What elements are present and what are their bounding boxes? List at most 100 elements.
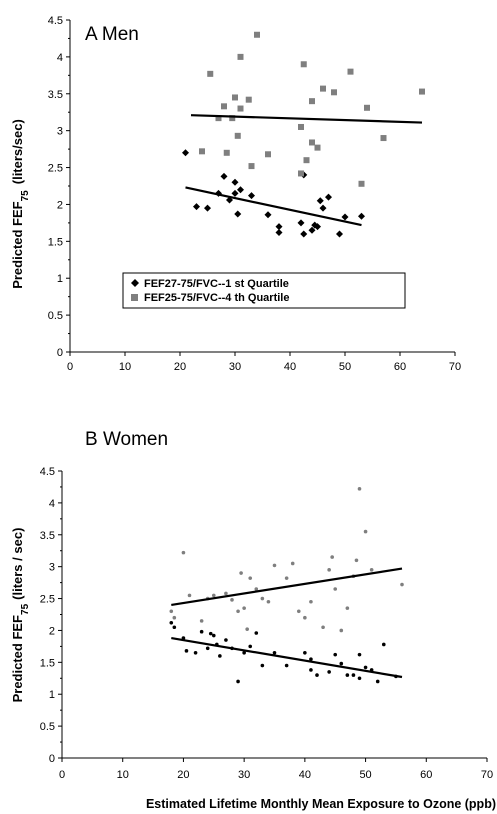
panel-a-point-series-2 xyxy=(320,85,326,92)
panel-a-point-series-1 xyxy=(182,149,189,157)
panel-a-trend-line-series-2 xyxy=(190,114,423,124)
panel-a-y-tick-label: 4 xyxy=(57,52,63,64)
panel-b-point-series-1 xyxy=(309,657,313,661)
panel-b-point-series-2 xyxy=(321,625,325,630)
panel-a-point-series-2 xyxy=(347,68,354,75)
panel-b-point-series-1 xyxy=(327,670,331,674)
panel-b-x-axis-label: Estimated Lifetime Monthly Mean Exposure… xyxy=(146,797,496,811)
panel-b-point-series-2 xyxy=(309,599,313,604)
panel-a-point-series-1 xyxy=(275,228,283,236)
panel-b-point-series-2 xyxy=(211,593,216,598)
panel-b-point-series-1 xyxy=(211,633,216,638)
panel-b-y-tick-label: 4.5 xyxy=(40,466,55,478)
panel-b-point-series-1 xyxy=(260,663,265,668)
panel-b-point-series-1 xyxy=(236,679,240,684)
panel-a-point-series-1 xyxy=(248,192,255,200)
panel-a-x-tick-label: 60 xyxy=(394,361,406,373)
panel-a-point-series-1 xyxy=(220,172,228,180)
panel-a-point-series-2 xyxy=(229,115,236,122)
panel-b-plot-area: 0 0.5 1 1.5 2 2.5 3 3.5 4 4.5 0 10 20 30 40 50 60 70 xyxy=(40,466,493,781)
panel-a-y-tick-label: 4.5 xyxy=(48,15,63,27)
panel-a-point-series-1 xyxy=(341,213,349,221)
panel-a-point-series-1 xyxy=(316,197,324,205)
panel-a-x-tick-label: 10 xyxy=(119,361,131,373)
panel-b-point-series-1 xyxy=(208,631,213,636)
panel-b-point-series-1 xyxy=(172,625,177,630)
panel-b-x-tick-label: 40 xyxy=(299,769,311,781)
panel-a-x-tick-label: 20 xyxy=(174,361,186,373)
panel-b-point-series-2 xyxy=(224,591,228,596)
panel-a-point-series-1 xyxy=(237,186,244,194)
panel-b-point-series-1 xyxy=(363,665,368,670)
panel-b-y-tick-label: 4 xyxy=(49,498,55,510)
panel-b-point-series-1 xyxy=(193,650,198,655)
panel-a-point-series-2 xyxy=(298,170,304,177)
panel-b-point-series-2 xyxy=(303,615,307,620)
panel-b-point-series-2 xyxy=(354,558,359,563)
panel-b-point-series-2 xyxy=(339,628,344,633)
panel-b-point-series-1 xyxy=(357,676,362,681)
panel-a-point-series-2 xyxy=(358,180,365,187)
panel-b-point-series-1 xyxy=(272,650,277,655)
panel-a-point-series-2 xyxy=(223,149,230,156)
panel-a-point-series-2 xyxy=(237,105,244,112)
panel-b-point-series-1 xyxy=(357,652,362,657)
panel-a-x-tick-label: 0 xyxy=(67,361,73,373)
panel-a-point-series-1 xyxy=(325,193,332,201)
panel-b-point-series-1 xyxy=(205,646,210,651)
panel-a-y-tick-label: 3 xyxy=(57,126,63,138)
panel-a-point-series-2 xyxy=(298,123,304,130)
panel-b-point-series-1 xyxy=(345,673,350,677)
legend-box xyxy=(122,272,406,309)
panel-b-point-series-1 xyxy=(254,631,259,635)
panel-a-point-series-2 xyxy=(245,96,252,103)
panel-b-point-series-1 xyxy=(351,673,356,677)
panel-b-point-series-1 xyxy=(184,649,189,653)
panel-b-point-series-2 xyxy=(239,571,243,575)
panel-b-point-series-2 xyxy=(199,619,204,623)
panel-b-point-series-2 xyxy=(245,627,249,631)
panel-b-x-tick-label: 50 xyxy=(359,769,371,781)
panel-a-point-series-2 xyxy=(314,144,321,151)
panel-a-point-series-2 xyxy=(237,53,244,60)
panel-a-point-series-1 xyxy=(336,230,343,238)
panel-b-x-tick-label: 20 xyxy=(177,769,189,781)
panel-b-y-tick-label: 2.5 xyxy=(40,594,55,606)
panel-b-title: B Women xyxy=(85,429,168,450)
panel-b-y-tick-label: 0 xyxy=(49,753,55,765)
panel-b-x-tick-label: 10 xyxy=(117,769,129,781)
panel-b-point-series-1 xyxy=(169,620,174,625)
panel-a-trend-line-series-1 xyxy=(185,186,362,227)
panel-a-point-series-2 xyxy=(207,70,214,77)
panel-a-point-series-2 xyxy=(221,103,227,110)
panel-a-point-series-1 xyxy=(231,189,239,197)
panel-a-point-series-1 xyxy=(300,230,308,238)
panel-a-point-series-1 xyxy=(308,226,316,234)
panel-a-point-series-2 xyxy=(364,104,370,111)
panel-b-x-tick-label: 0 xyxy=(59,769,65,781)
panel-b-point-series-2 xyxy=(242,606,246,610)
panel-b-point-series-2 xyxy=(327,568,331,572)
panel-b-point-series-2 xyxy=(266,599,271,604)
panel-b-point-series-1 xyxy=(381,642,386,647)
panel-b-point-series-2 xyxy=(187,593,192,598)
panel-a-legend: FEF27-75/FVC--1 st Quartile FEF25-75/FVC… xyxy=(122,272,406,309)
panel-a-point-series-2 xyxy=(265,151,271,158)
panel-b-point-series-2 xyxy=(345,606,350,610)
panel-b-x-tick-label: 30 xyxy=(238,769,250,781)
panel-b-point-series-2 xyxy=(254,587,259,591)
panel-a-point-series-1 xyxy=(358,212,365,220)
panel-a-point-series-1 xyxy=(314,223,321,231)
panel-a-point-series-1 xyxy=(297,219,305,227)
panel-b-point-series-2 xyxy=(369,568,374,572)
panel-b-y-tick-label: 1 xyxy=(49,689,55,701)
panel-b-point-series-2 xyxy=(181,550,186,555)
panel-a-x-tick-label: 30 xyxy=(229,361,241,373)
panel-a-point-series-1 xyxy=(231,178,239,186)
panel-a-point-series-2 xyxy=(215,115,222,122)
panel-a-x-tick-label: 70 xyxy=(449,361,461,373)
panel-b-point-series-2 xyxy=(333,587,338,591)
panel-a-point-series-2 xyxy=(331,89,337,96)
legend-entry-q4: FEF25-75/FVC--4 th Quartile xyxy=(144,292,289,304)
panel-b-y-tick-label: 0.5 xyxy=(40,721,55,733)
